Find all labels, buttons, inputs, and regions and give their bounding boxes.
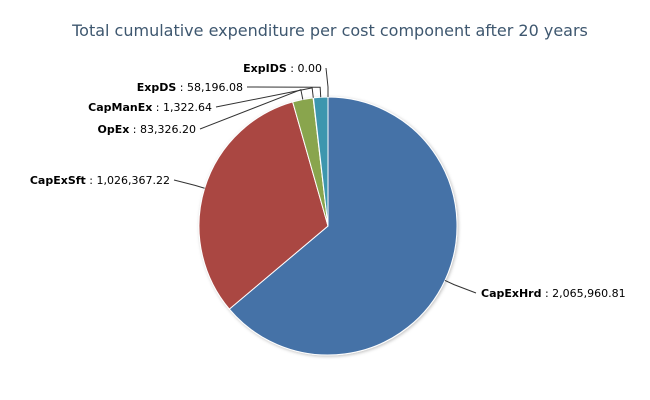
data-label-opex: OpEx : 83,326.20 <box>97 123 196 136</box>
slice-value: : 0.00 <box>287 62 322 75</box>
connector-expids <box>325 67 329 97</box>
slice-value: : 58,196.08 <box>176 81 243 94</box>
data-label-expds: ExpDS : 58,196.08 <box>137 81 243 94</box>
slice-value: : 2,065,960.81 <box>541 287 625 300</box>
pie-slice-capexhrd[interactable] <box>228 96 458 356</box>
slice-name: OpEx <box>97 123 129 136</box>
slice-name: CapExSft <box>30 174 86 187</box>
data-label-capmanex: CapManEx : 1,322.64 <box>88 101 212 114</box>
data-label-capexhrd: CapExHrd : 2,065,960.81 <box>481 287 626 300</box>
pie-slices <box>198 96 458 356</box>
slice-value: : 1,322.64 <box>152 101 212 114</box>
connector-capexhrd <box>444 279 477 294</box>
connector-capmanex <box>215 87 314 108</box>
connector-expds <box>246 86 322 98</box>
pie-labels: CapExHrd : 2,065,960.81 CapExSft : 1,026,… <box>30 62 626 300</box>
slice-name: CapManEx <box>88 101 152 114</box>
slice-name: ExpDS <box>137 81 177 94</box>
data-label-expids: ExpIDS : 0.00 <box>243 62 322 75</box>
data-label-capexsft: CapExSft : 1,026,367.22 <box>30 174 170 187</box>
slice-value: : 83,326.20 <box>129 123 196 136</box>
slice-name: CapExHrd <box>481 287 541 300</box>
connector-capexsft <box>173 179 205 189</box>
slice-value: : 1,026,367.22 <box>86 174 170 187</box>
slice-name: ExpIDS <box>243 62 287 75</box>
chart-title: Total cumulative expenditure per cost co… <box>72 21 588 40</box>
